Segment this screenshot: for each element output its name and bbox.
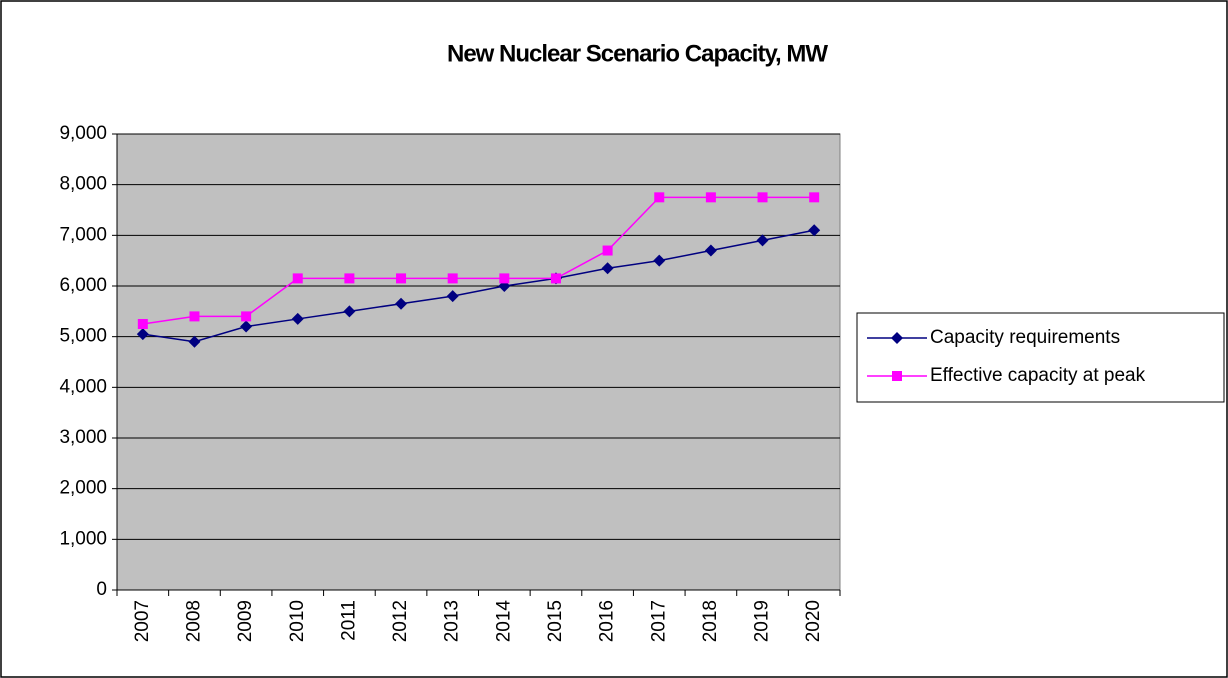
x-tick-label: 2009 (235, 600, 256, 642)
data-point (395, 297, 408, 310)
data-point (809, 192, 820, 203)
data-point (136, 328, 149, 341)
data-point (654, 192, 665, 203)
legend-box (856, 312, 1225, 403)
data-point (240, 320, 253, 333)
legend-marker (891, 332, 903, 344)
data-point (601, 262, 614, 275)
data-point (291, 312, 304, 325)
legend-label: Effective capacity at peak (930, 365, 1146, 386)
data-point (241, 311, 252, 322)
data-point (447, 273, 458, 284)
x-tick-label: 2018 (700, 600, 721, 642)
x-tick-label: 2016 (597, 600, 618, 642)
data-point (446, 290, 459, 303)
series-line (142, 229, 815, 343)
data-point (499, 273, 510, 284)
data-point (292, 273, 303, 284)
y-tick-label: 4,000 (59, 376, 107, 397)
x-tick-label: 2008 (183, 600, 204, 642)
y-tick-label: 2,000 (59, 478, 107, 499)
data-point (757, 192, 768, 203)
x-tick-label: 2015 (545, 600, 566, 642)
x-tick-label: 2019 (752, 600, 773, 642)
data-point (188, 335, 201, 348)
y-tick-label: 1,000 (59, 528, 107, 549)
data-point (602, 245, 613, 256)
x-tick-label: 2017 (648, 600, 669, 642)
data-point (756, 234, 769, 247)
x-tick-label: 2010 (287, 600, 308, 642)
legend-label: Capacity requirements (930, 327, 1120, 348)
y-tick-label: 5,000 (59, 326, 107, 347)
x-tick-label: 2013 (442, 600, 463, 642)
data-point (550, 273, 561, 284)
data-point (808, 224, 821, 237)
y-tick-label: 8,000 (59, 174, 107, 195)
data-point (653, 254, 666, 267)
x-tick-label: 2014 (493, 600, 514, 643)
data-point (189, 311, 200, 322)
data-point (344, 273, 355, 284)
y-tick-label: 7,000 (59, 224, 107, 245)
y-tick-label: 9,000 (59, 123, 107, 144)
x-tick-label: 2012 (390, 600, 411, 642)
series-line (142, 196, 815, 325)
x-tick-label: 2011 (338, 600, 359, 641)
y-tick-label: 3,000 (59, 427, 107, 448)
y-tick-label: 0 (96, 579, 107, 600)
data-point (137, 319, 148, 329)
data-point (396, 273, 407, 284)
data-point (343, 305, 356, 318)
chart-title: New Nuclear Scenario Capacity, MW (447, 40, 828, 67)
legend-marker (892, 371, 902, 381)
data-point (705, 192, 716, 203)
plot-area (116, 133, 841, 591)
y-tick-label: 6,000 (59, 275, 107, 296)
data-point (704, 244, 717, 257)
x-tick-label: 2007 (132, 600, 153, 642)
x-tick-label: 2020 (803, 600, 824, 642)
